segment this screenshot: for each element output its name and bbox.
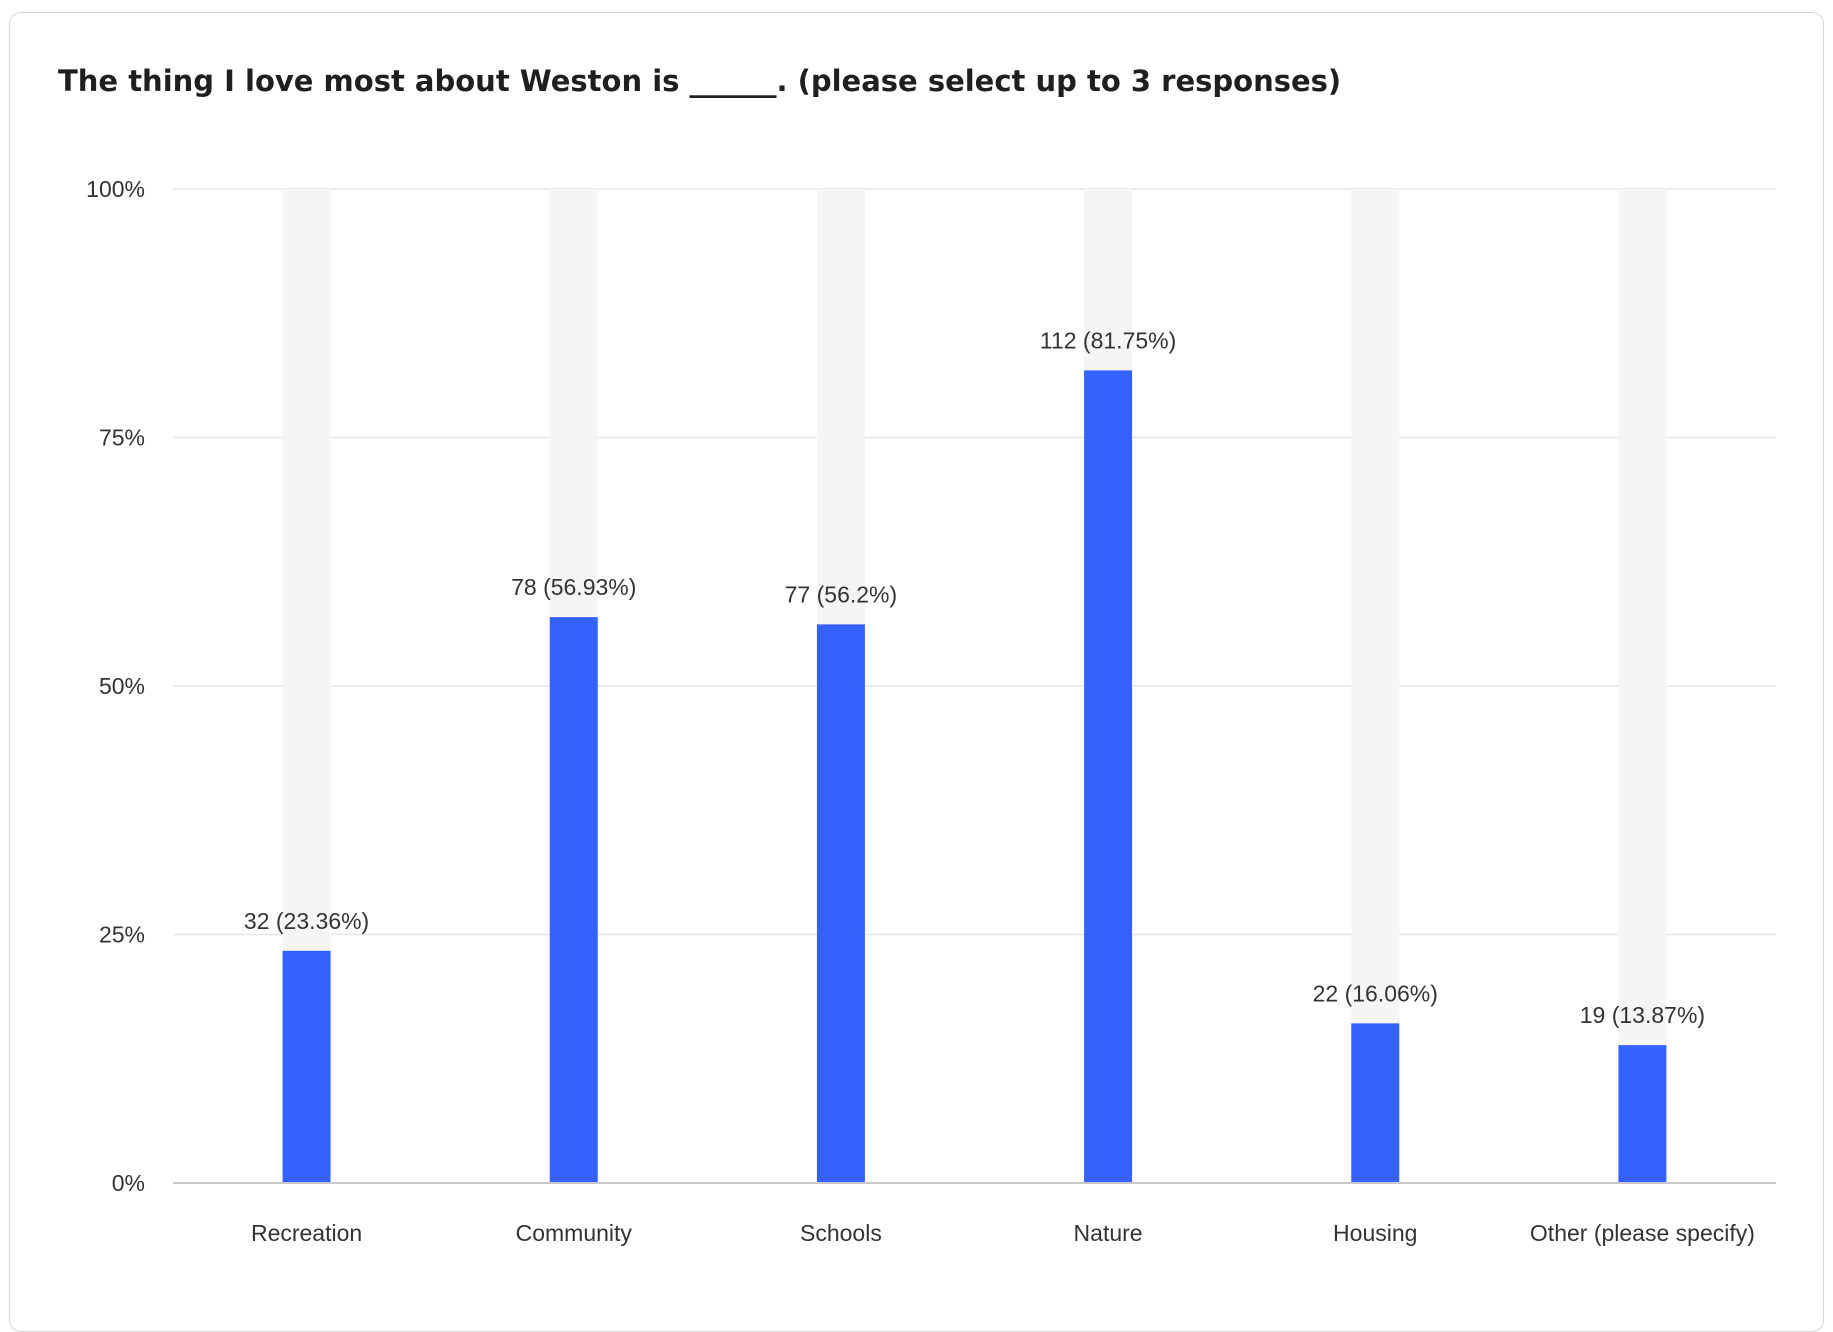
y-tick-label: 0% bbox=[112, 1170, 145, 1196]
data-label: 112 (81.75%) bbox=[1040, 327, 1176, 353]
bar[interactable] bbox=[1351, 1023, 1400, 1183]
bar[interactable] bbox=[549, 617, 598, 1183]
bar-track bbox=[1351, 189, 1400, 1183]
x-tick-label: Recreation bbox=[251, 1220, 362, 1246]
data-label: 78 (56.93%) bbox=[511, 574, 636, 600]
chart-title: The thing I love most about Weston is __… bbox=[58, 64, 1342, 98]
bar[interactable] bbox=[282, 950, 331, 1183]
x-tick-label: Community bbox=[516, 1220, 633, 1246]
x-tick-label: Schools bbox=[800, 1220, 882, 1246]
data-label: 22 (16.06%) bbox=[1313, 980, 1438, 1006]
bar[interactable] bbox=[1618, 1045, 1667, 1183]
x-tick-label: Nature bbox=[1074, 1220, 1143, 1246]
y-tick-label: 75% bbox=[99, 425, 145, 451]
x-tick-label: Other (please specify) bbox=[1530, 1220, 1755, 1246]
bar-track bbox=[1618, 189, 1667, 1183]
y-tick-label: 50% bbox=[99, 673, 145, 699]
data-label: 32 (23.36%) bbox=[244, 908, 369, 934]
data-label: 77 (56.2%) bbox=[785, 581, 898, 607]
data-label: 19 (13.87%) bbox=[1580, 1002, 1705, 1028]
bar[interactable] bbox=[1084, 370, 1133, 1183]
bar[interactable] bbox=[816, 624, 865, 1183]
y-tick-label: 100% bbox=[86, 176, 145, 202]
x-tick-label: Housing bbox=[1333, 1220, 1417, 1246]
y-tick-label: 25% bbox=[99, 922, 145, 948]
